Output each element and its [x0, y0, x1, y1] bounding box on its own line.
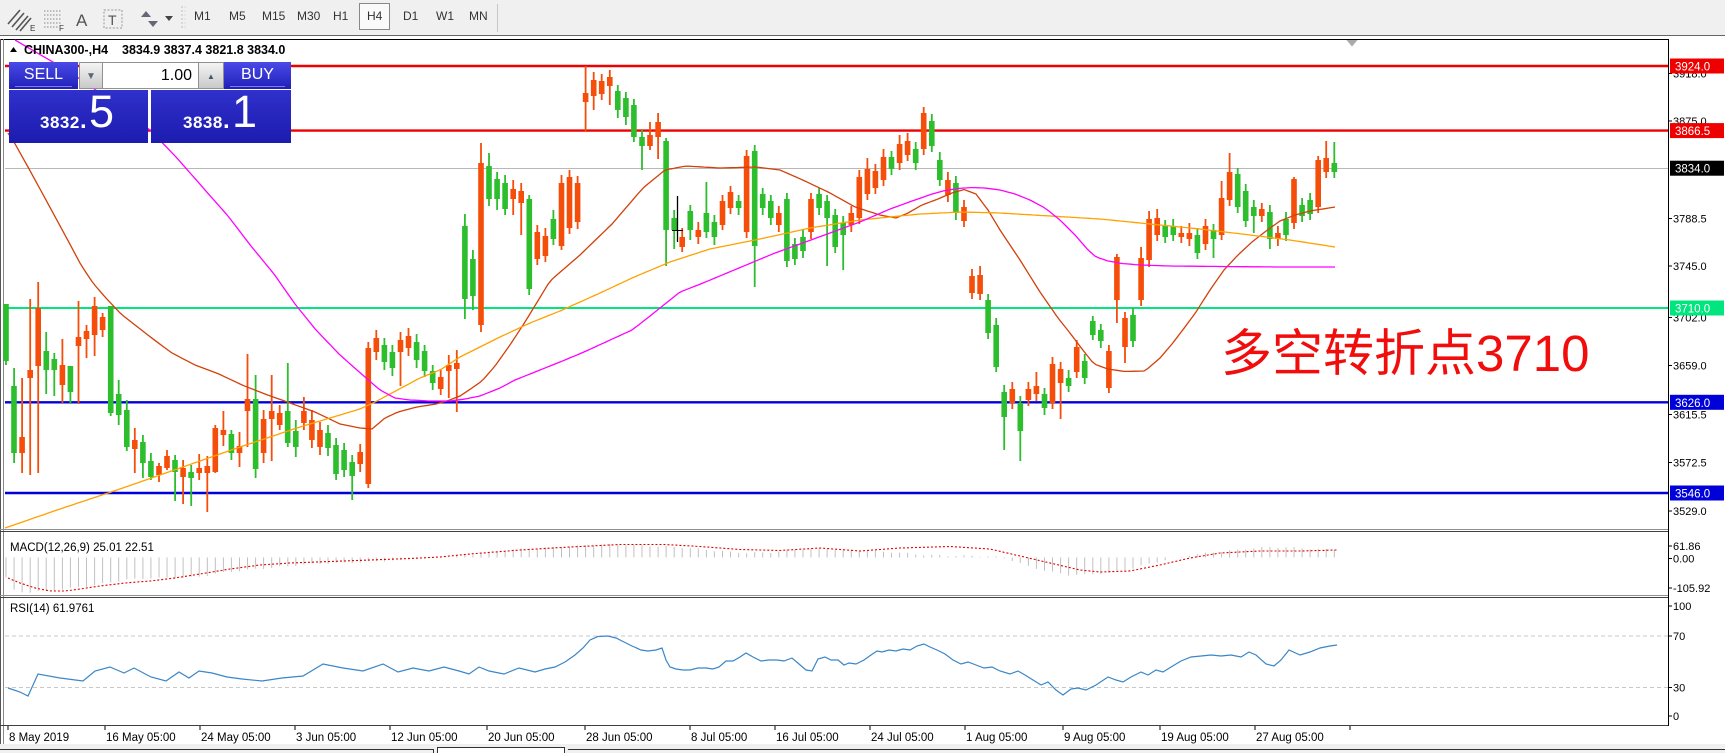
svg-text:3572.5: 3572.5 [1673, 458, 1707, 470]
svg-text:3529.0: 3529.0 [1673, 506, 1707, 518]
svg-text:30: 30 [1673, 683, 1685, 695]
svg-text:MACD(12,26,9) 25.01 22.51: MACD(12,26,9) 25.01 22.51 [10, 542, 154, 554]
svg-text:3626.0: 3626.0 [1675, 398, 1710, 410]
svg-text:1 Aug 05:00: 1 Aug 05:00 [966, 732, 1027, 744]
svg-text:RSI(14) 61.9761: RSI(14) 61.9761 [10, 603, 94, 615]
svg-text:3710: 3710 [1476, 325, 1589, 382]
svg-text:16 May 05:00: 16 May 05:00 [106, 732, 176, 744]
svg-text:61.86: 61.86 [1673, 541, 1701, 553]
svg-text:19 Aug 05:00: 19 Aug 05:00 [1161, 732, 1229, 744]
svg-text:3710.0: 3710.0 [1675, 304, 1710, 316]
svg-text:27 Aug 05:00: 27 Aug 05:00 [1256, 732, 1324, 744]
svg-text:3788.5: 3788.5 [1673, 214, 1707, 226]
svg-text:24 Jul 05:00: 24 Jul 05:00 [871, 732, 934, 744]
svg-text:3834.9 3837.4 3821.8 3834.0: 3834.9 3837.4 3821.8 3834.0 [122, 43, 285, 57]
svg-text:9 Aug 05:00: 9 Aug 05:00 [1064, 732, 1125, 744]
svg-text:CHINA300-,H4: CHINA300-,H4 [24, 43, 108, 57]
svg-text:-105.92: -105.92 [1673, 583, 1710, 595]
svg-text:3546.0: 3546.0 [1675, 489, 1710, 501]
svg-text:E: E [30, 24, 35, 33]
svg-text:8 May 2019: 8 May 2019 [9, 732, 69, 744]
svg-text:8 Jul 05:00: 8 Jul 05:00 [691, 732, 747, 744]
svg-text:3866.5: 3866.5 [1675, 126, 1710, 138]
svg-text:3615.5: 3615.5 [1673, 410, 1707, 422]
svg-text:100: 100 [1673, 601, 1691, 613]
svg-text:28 Jun 05:00: 28 Jun 05:00 [586, 732, 653, 744]
svg-text:F: F [59, 24, 64, 33]
svg-text:20 Jun 05:00: 20 Jun 05:00 [488, 732, 555, 744]
svg-text:3924.0: 3924.0 [1675, 62, 1710, 74]
svg-text:12 Jun 05:00: 12 Jun 05:00 [391, 732, 458, 744]
svg-text:3659.0: 3659.0 [1673, 361, 1707, 373]
svg-text:24 May 05:00: 24 May 05:00 [201, 732, 271, 744]
svg-text:0: 0 [1673, 711, 1679, 723]
svg-text:3745.0: 3745.0 [1673, 261, 1707, 273]
svg-text:16 Jul 05:00: 16 Jul 05:00 [776, 732, 839, 744]
svg-text:0.00: 0.00 [1673, 554, 1694, 566]
svg-text:3 Jun 05:00: 3 Jun 05:00 [296, 732, 356, 744]
svg-text:A: A [76, 11, 88, 30]
svg-text:T: T [108, 12, 117, 28]
svg-text:3834.0: 3834.0 [1675, 164, 1710, 176]
svg-text:70: 70 [1673, 631, 1685, 643]
